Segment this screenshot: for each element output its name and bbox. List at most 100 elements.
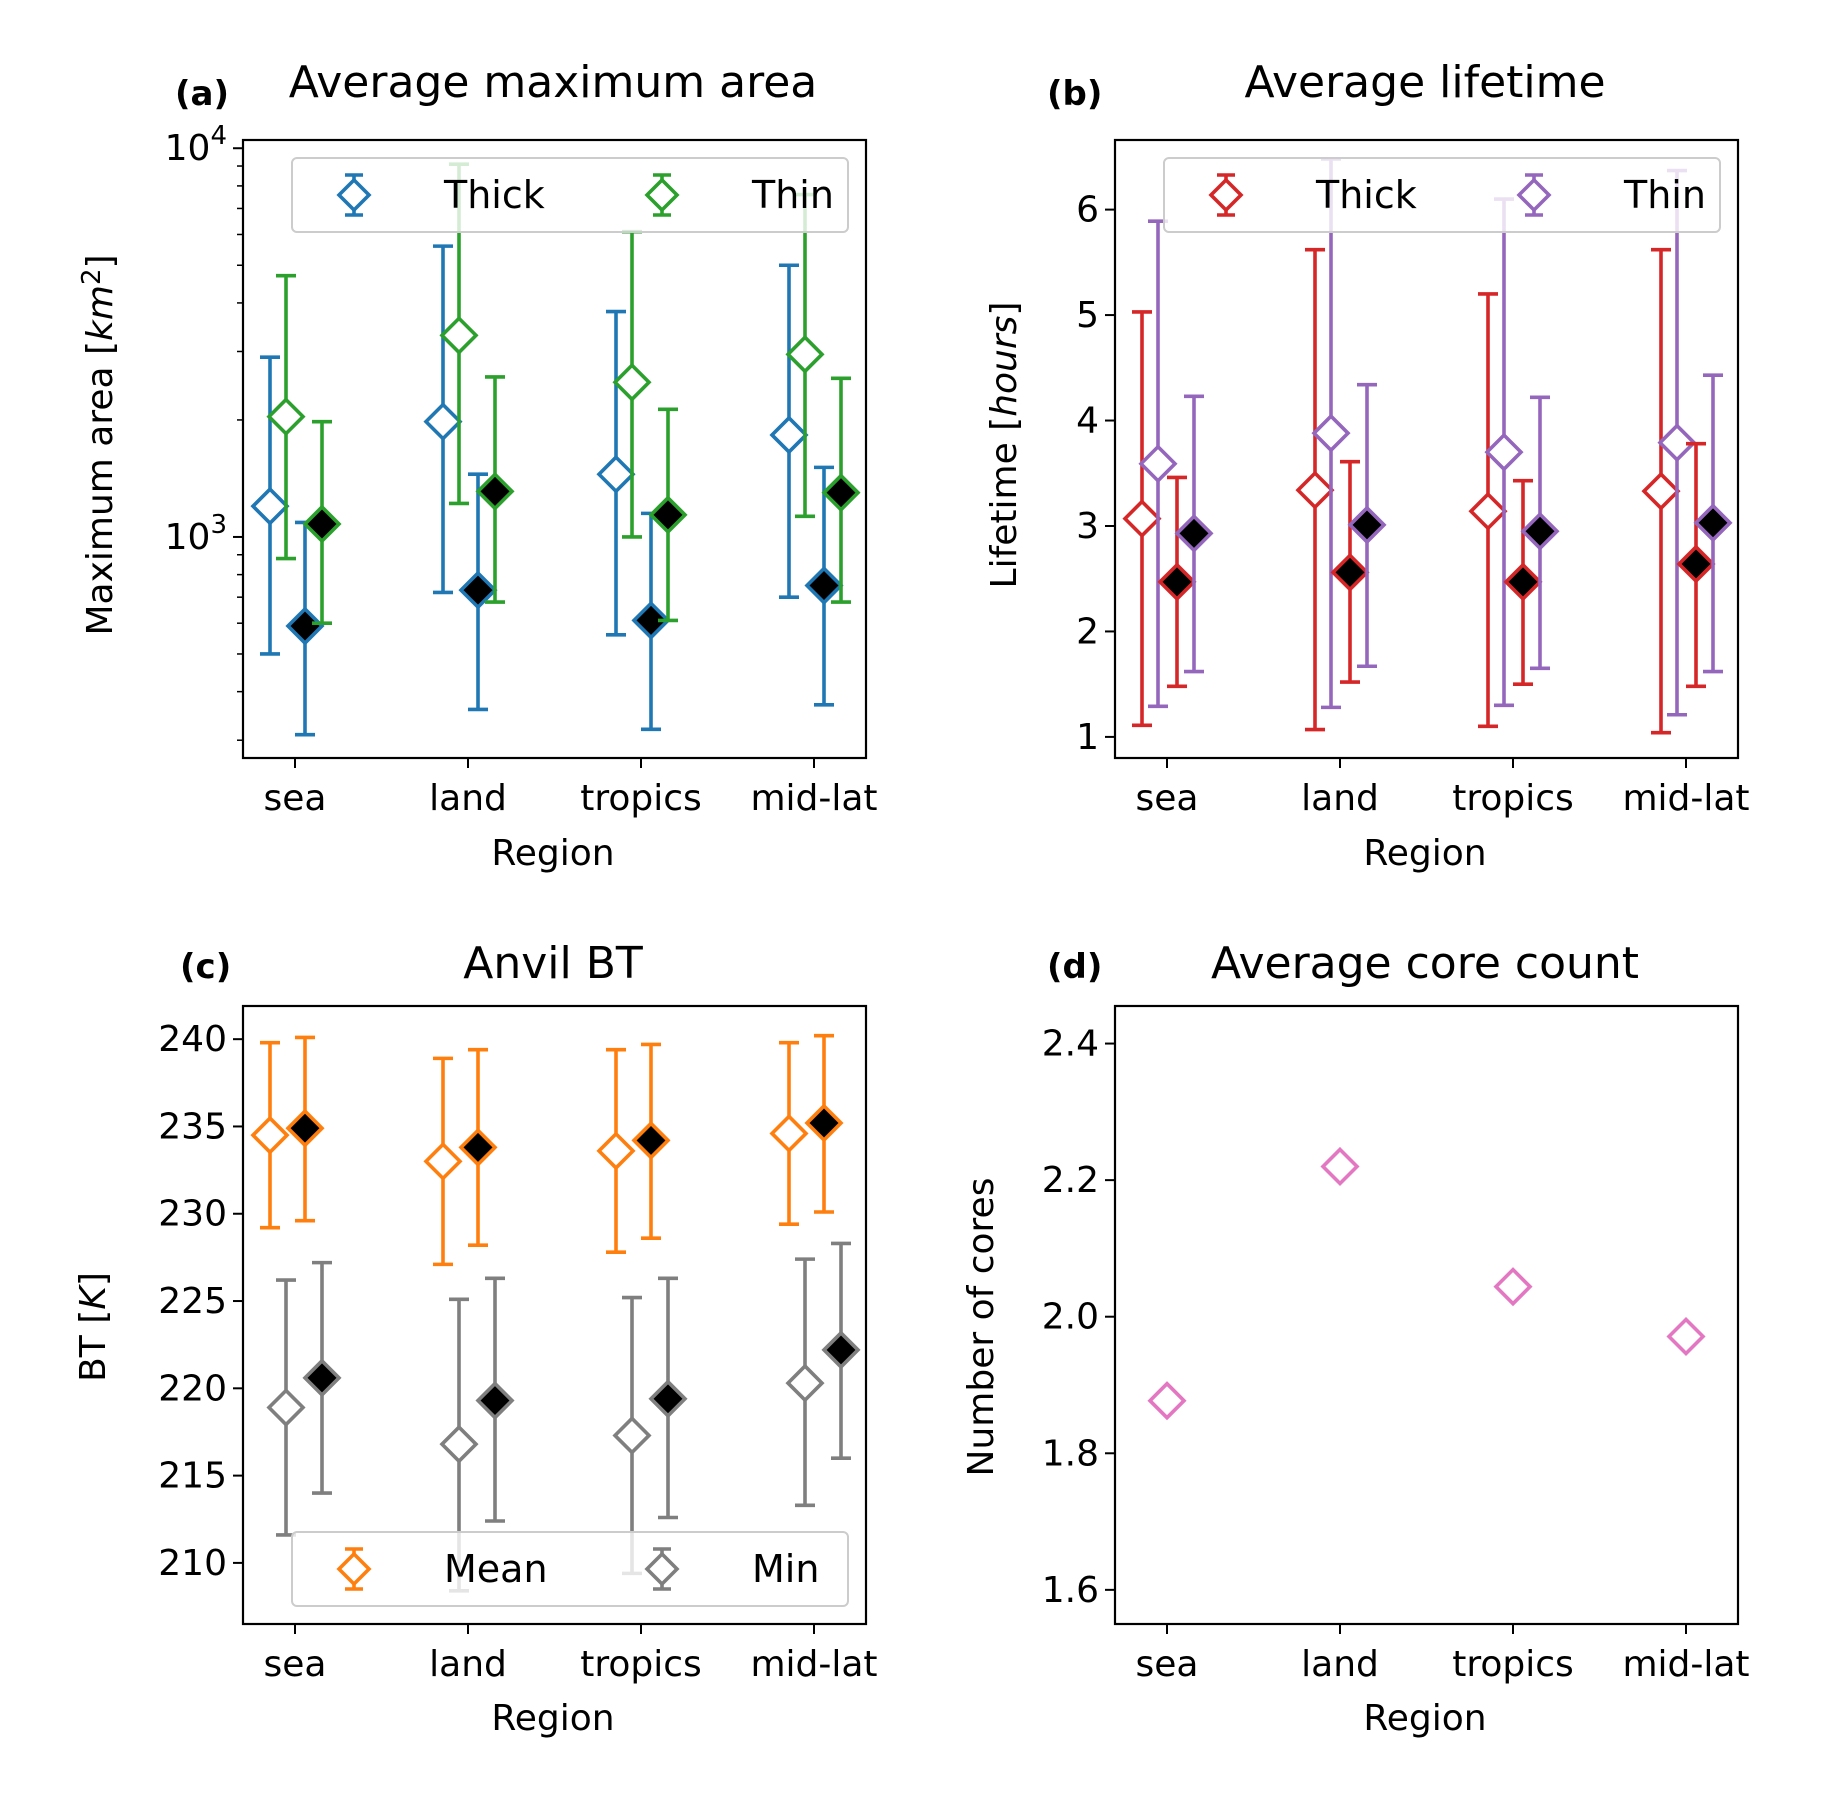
legend-box xyxy=(1163,157,1721,233)
marker-filled xyxy=(804,1103,844,1143)
marker-filled xyxy=(458,1127,498,1167)
data-point xyxy=(285,520,325,737)
panel-c-xlabel: Region xyxy=(491,1698,614,1739)
data-point xyxy=(1330,459,1370,684)
marker-open xyxy=(250,486,290,526)
data-point xyxy=(266,1278,306,1537)
x-tick-label: sea xyxy=(264,1644,327,1685)
marker-filled xyxy=(285,606,325,646)
y-tick-label: 2.2 xyxy=(1042,1160,1099,1201)
marker-open xyxy=(596,1131,636,1171)
legend-box xyxy=(291,1531,849,1607)
marker-filled xyxy=(285,1108,325,1148)
y-tick-label: 2.4 xyxy=(1042,1024,1099,1065)
data-point xyxy=(821,376,861,604)
data-point xyxy=(769,1040,809,1227)
marker-filled xyxy=(821,1330,861,1370)
y-tick-label: 3 xyxy=(1076,506,1099,547)
marker-open xyxy=(596,454,636,494)
y-tick-label: 220 xyxy=(158,1368,227,1409)
marker-filled xyxy=(1503,562,1543,602)
data-point xyxy=(1676,441,1716,689)
data-point xyxy=(769,263,809,599)
x-tick-label: land xyxy=(429,1644,507,1685)
data-point xyxy=(804,465,844,707)
data-point xyxy=(1122,310,1162,728)
legend-label: Thick xyxy=(1315,173,1417,217)
marker-filled xyxy=(458,570,498,610)
panel-c-tag: (c) xyxy=(180,947,231,987)
panel-b-xlabel: Region xyxy=(1363,833,1486,874)
legend-marker xyxy=(336,177,372,213)
legend-label: Min xyxy=(752,1547,819,1591)
legend-label: Mean xyxy=(444,1547,548,1591)
x-tick-label: land xyxy=(1301,778,1379,819)
data-point xyxy=(1468,292,1508,729)
y-tick-label: 235 xyxy=(158,1106,227,1147)
x-tick-label: mid-lat xyxy=(1622,1644,1749,1685)
marker-filled xyxy=(804,565,844,606)
panel-d: (d) Average core count Region Number of … xyxy=(961,938,1750,1739)
legend-box xyxy=(291,157,849,233)
data-point xyxy=(631,511,671,732)
marker-open xyxy=(1138,444,1178,484)
data-point xyxy=(1147,1381,1187,1421)
panel-a: (a) Average maximum area Region Maximum … xyxy=(77,57,878,874)
panel-a-tag: (a) xyxy=(175,74,229,114)
legend: Thick Thin xyxy=(1163,157,1721,233)
y-tick-label: 6 xyxy=(1076,190,1099,231)
data-point xyxy=(631,1042,671,1240)
marker-open xyxy=(1147,1381,1187,1421)
x-tick-label: land xyxy=(429,778,507,819)
marker-filled xyxy=(302,504,342,544)
data-point xyxy=(302,1260,342,1495)
y-tick-label: 4 xyxy=(1076,401,1099,442)
panel-b-title: Average lifetime xyxy=(1244,57,1605,108)
y-tick-label: 5 xyxy=(1076,295,1099,336)
data-point xyxy=(250,355,290,656)
panel-b: (b) Average lifetime Region Lifetime [ho… xyxy=(984,57,1750,874)
marker-open xyxy=(423,1141,463,1181)
legend-marker xyxy=(1208,177,1244,213)
y-tick-label: 103 xyxy=(165,510,227,558)
marker-filled xyxy=(1157,562,1197,602)
panel-a-xlabel: Region xyxy=(491,833,614,874)
marker-open xyxy=(1493,1267,1533,1307)
marker-filled xyxy=(1174,513,1214,553)
panel-a-title: Average maximum area xyxy=(289,57,817,108)
marker-filled xyxy=(1347,505,1387,545)
panel-d-title: Average core count xyxy=(1211,938,1639,989)
marker-open xyxy=(423,402,463,442)
legend-marker xyxy=(644,1551,680,1587)
legend-label: Thick xyxy=(443,173,545,217)
x-tick-label: sea xyxy=(264,778,327,819)
y-tick-label: 210 xyxy=(158,1543,227,1584)
marker-open xyxy=(612,362,652,402)
marker-filled xyxy=(648,1379,688,1419)
marker-open xyxy=(1666,1316,1706,1357)
panel-b-tag: (b) xyxy=(1047,74,1102,114)
x-tick-label: sea xyxy=(1136,1644,1199,1685)
marker-filled xyxy=(475,1380,515,1421)
data-point xyxy=(1641,247,1681,735)
y-tick-label: 104 xyxy=(165,121,227,169)
data-point xyxy=(596,309,636,637)
y-tick-label: 215 xyxy=(158,1456,227,1497)
panel-d-ylabel: Number of cores xyxy=(961,1178,1002,1477)
marker-open xyxy=(266,397,306,437)
panel-d-tag: (d) xyxy=(1047,947,1102,987)
panel-d-plot: sea land tropics mid-lat 1.6 1.8 2.0 2.2 2.4 xyxy=(1042,1004,1750,1685)
marker-open xyxy=(1657,423,1697,463)
data-point xyxy=(423,244,463,595)
x-tick-label: mid-lat xyxy=(1622,778,1749,819)
data-point xyxy=(821,1241,861,1460)
y-tick-label: 1.8 xyxy=(1042,1433,1099,1474)
marker-open xyxy=(1122,499,1162,539)
legend-marker xyxy=(336,1551,372,1587)
marker-filled xyxy=(631,600,671,640)
y-tick-label: 230 xyxy=(158,1194,227,1235)
data-point xyxy=(250,1040,290,1230)
y-tick-label: 1.6 xyxy=(1042,1570,1099,1611)
panel-b-ylabel: Lifetime [hours] xyxy=(984,302,1025,589)
marker-open xyxy=(769,1113,809,1153)
